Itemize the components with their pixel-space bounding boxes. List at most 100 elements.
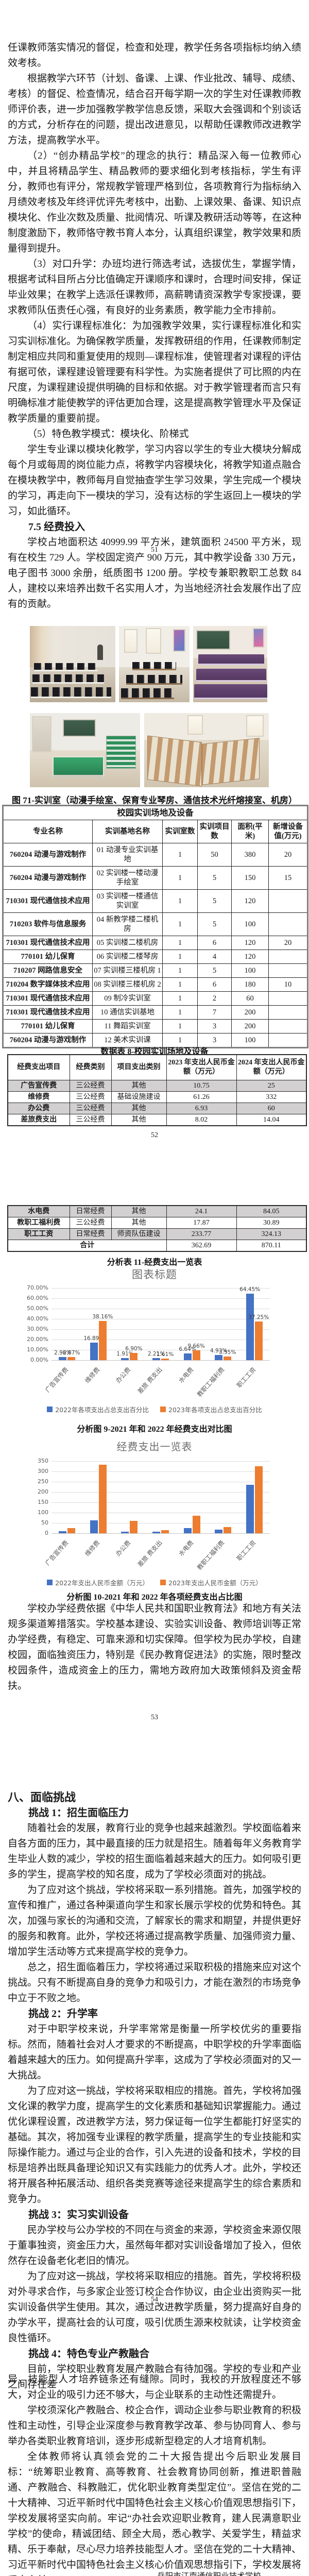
- table-cell: 100: [231, 963, 269, 978]
- bar-series-2: [224, 1527, 232, 1533]
- chart-title: 经费支出一览表: [116, 1440, 193, 1453]
- table-cell: 84.05: [236, 1205, 307, 1217]
- table-row: 合计 362.69 870.11: [7, 1240, 307, 1252]
- table-cell: 其他: [111, 1217, 167, 1229]
- table-cell: 770101 幼儿保育: [3, 1019, 93, 1033]
- table-cell: [268, 1005, 308, 1020]
- table-cell: 200: [231, 1019, 269, 1033]
- gridline: [52, 1533, 270, 1534]
- monitor-row: [32, 674, 104, 684]
- person-figure: [97, 645, 103, 660]
- data-label: 4.93%: [210, 1348, 228, 1354]
- column-header: 实训基地名称: [92, 820, 163, 843]
- long-wooden-table: [147, 735, 202, 787]
- analysis-figure-9-caption: 分析图 9-2021 年和 2022 年经费支出对比图: [77, 1425, 232, 1434]
- table-cell: 710301 现代通信技术应用: [3, 936, 93, 950]
- table-cell: 5: [197, 912, 232, 936]
- y-axis-tick-label: 300: [38, 1468, 48, 1475]
- table-cell: 24.1: [166, 1205, 237, 1217]
- expense-table-part2: 水电费 日常经费 其他 24.1 84.05 教职工福利费 三公经费 其他 17.87 30.89…: [7, 1205, 307, 1252]
- bar-series-2: [254, 1466, 263, 1533]
- table-cell: 362.69: [166, 1240, 237, 1252]
- gridline: [52, 1298, 270, 1299]
- legend-marker: [160, 1580, 166, 1585]
- table-cell: 职工工资: [7, 1228, 70, 1240]
- heading-challenge-2: 挑战 2：升学率: [28, 2008, 98, 2020]
- legend-item: 2022年各项支出占总支出百分比: [47, 1404, 149, 1414]
- expense-table-part1: 经费支出项目 经费类别 项目支出类别 2023 年支出人民币金额（万元） 202…: [7, 1054, 307, 1126]
- monitor-row: [126, 675, 182, 685]
- bar-series-1: [215, 1530, 223, 1533]
- window: [146, 628, 161, 654]
- table-cell: 水电费: [7, 1205, 70, 1217]
- section-challenges: 八、面临挑战 挑战 1：招生面临压力 随着社会的发展，教育行业的竞争也越来越激烈…: [8, 1790, 301, 2393]
- table-cell: 三公经费: [69, 1080, 112, 1092]
- table-cell: 180: [231, 977, 269, 992]
- table-row: 710301 现代通信技术应用 10 通信实训基地 1 7 200: [3, 1005, 308, 1020]
- paragraph: 为了应对这一挑战，学校将采取相应的措施。首先，学校将积极对外寻求合作，与多家企业…: [8, 2271, 302, 2344]
- table-cell: 1: [162, 991, 198, 1006]
- table-cell: 日常经费: [69, 1228, 112, 1240]
- paragraph: （4）实行课程标准化：为加强教学效果，实行课程标准化和实习实训标准化。为确保教学…: [8, 320, 302, 424]
- table-cell: 10.75: [166, 1080, 237, 1092]
- gridline: [52, 1492, 270, 1493]
- training-facilities-table: 校园实训场地及设备 专业名称 实训基地名称 实训室数 实训项目数 面积(平米) …: [2, 805, 308, 1048]
- paragraph: 学校办学经费依据《中华人民共和国职业教育法》和地方有关法规多渠道筹措落实。学校基…: [8, 1603, 302, 1691]
- gridline: [52, 1461, 270, 1462]
- cabinet: [32, 716, 52, 752]
- table-title-row: 校园实训场地及设备: [3, 805, 308, 820]
- x-axis-tick-label: 办公费: [114, 1366, 132, 1385]
- legend-item: 2023年支出人民币金额（万元）: [160, 1578, 262, 1587]
- gridline: [52, 1502, 270, 1503]
- table-cell: 合计: [7, 1240, 167, 1252]
- legend-marker: [47, 1580, 53, 1585]
- table-cell: 760204 动漫与游戏制作: [3, 843, 93, 867]
- gridline: [52, 1288, 270, 1289]
- table-cell: 120: [231, 936, 269, 950]
- table-cell: 其他: [111, 1114, 167, 1126]
- bar-series-1: [121, 1358, 129, 1360]
- chart-legend: 2022年支出人民币金额（万元） 2023年支出人民币金额（万元）: [0, 1578, 309, 1587]
- table-cell: 6: [197, 936, 232, 950]
- table-cell: 11 舞蹈实训室: [92, 1019, 163, 1033]
- y-axis-tick-label: 70.00%: [27, 1284, 48, 1291]
- table-cell: 324.13: [236, 1228, 307, 1240]
- paragraph: 民办学校与公办学校的不同在与资金的来源，学校资金来源仅限于董事独资，资金压力大，…: [8, 2225, 302, 2266]
- column-header: 经费类别: [69, 1054, 112, 1080]
- paragraph: 异，技能型人才培养链条还有缝隙。同时，我校的开放程度还不够大，对企业的吸引力还不…: [8, 2374, 301, 2400]
- table-cell: 05 实训楼二楼机房: [92, 936, 163, 950]
- table-cell: 1: [162, 889, 198, 913]
- page-number: 52: [151, 1131, 158, 1139]
- x-axis-tick-label: 职工工资: [235, 1366, 258, 1389]
- table-cell: 其他: [111, 1103, 167, 1114]
- table-cell: 60: [231, 991, 269, 1006]
- table-row: 差旅费支出 三公经费 其他 8.02 14.04: [7, 1114, 307, 1126]
- green-rack: [106, 736, 136, 769]
- data-label: 38.16%: [92, 1314, 113, 1320]
- table-cell: 30.89: [236, 1217, 307, 1229]
- y-axis-tick-label: 50.00%: [27, 1305, 48, 1312]
- table-cell: 710204 数字媒体技术应用: [3, 977, 93, 992]
- table-cell: 6: [197, 977, 232, 992]
- y-axis-tick-label: 350: [38, 1458, 48, 1464]
- x-axis-tick-label: 维修费: [83, 1366, 101, 1385]
- table-row: 760204 动漫与游戏制作 01 动漫专业实训基地 1 50 380 20: [3, 843, 308, 867]
- monitor-row: [132, 662, 176, 670]
- table-cell: 04 新教学楼二楼机房: [92, 912, 163, 936]
- table-cell: 三公经费: [69, 1103, 112, 1114]
- table-cell: 1: [162, 1019, 198, 1033]
- table-cell: 25: [236, 1080, 307, 1092]
- plot-area: 0 50 100 150 200 250 300 350 广告宣传费 维修费 办公费 差旅 费支出 水电…: [38, 1458, 270, 1571]
- table-row: 广告宣传费 三公经费 其他 10.75 25: [7, 1080, 307, 1092]
- table-cell: 710301 现代通信技术应用: [3, 889, 93, 913]
- plot-area: 0.00% 10.00% 20.00% 30.00% 40.00% 50.00% 60.00…: [27, 1284, 270, 1398]
- table-cell: 20: [268, 936, 308, 950]
- table-cell: 61.26: [166, 1091, 237, 1103]
- table-cell: [268, 889, 308, 913]
- chart-legend: 2022年各项支出占总支出百分比 2023年各项支出占总支出百分比: [0, 1404, 309, 1414]
- bar-series-1: [246, 1294, 254, 1360]
- y-axis-tick-label: 40.00%: [27, 1315, 48, 1322]
- y-axis-tick-label: 50: [41, 1519, 48, 1526]
- heading-challenge-4: 挑战 4：特色专业产教融合: [28, 2348, 149, 2360]
